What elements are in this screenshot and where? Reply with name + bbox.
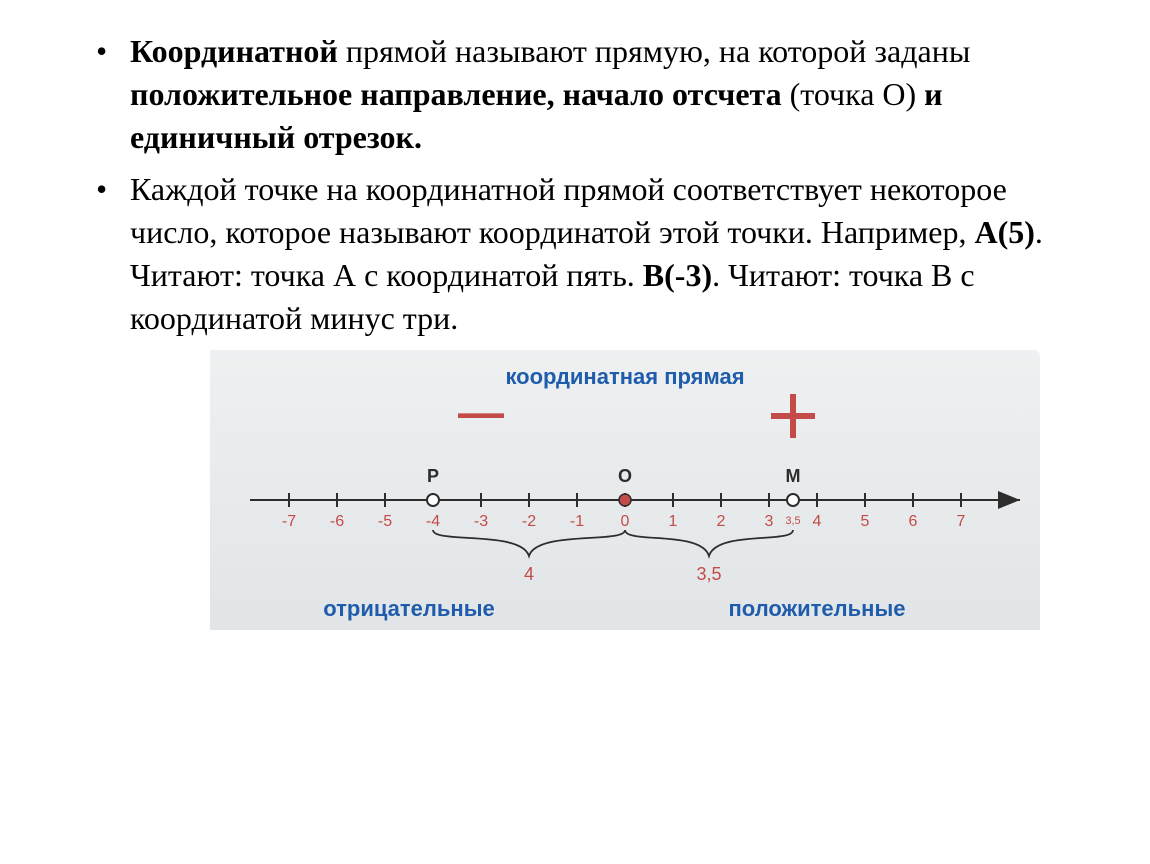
text-bold: В(-3) <box>643 257 712 293</box>
tick-label: 7 <box>957 513 966 530</box>
label-negative: отрицательные <box>323 596 494 621</box>
label-p: P <box>427 466 439 486</box>
label-positive: положительные <box>729 596 906 621</box>
tick-label: -2 <box>522 513 536 530</box>
tick-label: -3 <box>474 513 488 530</box>
label-m: M <box>786 466 801 486</box>
number-line-diagram: координатная прямая— -7 -6 -5 -4 -3 -2 -1 0 1 2 3 4 5… <box>210 350 1040 630</box>
tick-label: 6 <box>909 513 918 530</box>
tick-label-small: 3,5 <box>785 515 800 527</box>
tick-label: 3 <box>765 513 774 530</box>
page: Координатной прямой называют прямую, на … <box>0 0 1150 630</box>
tick-label: -1 <box>570 513 584 530</box>
number-line-svg: координатная прямая— -7 -6 -5 -4 -3 -2 -1 0 1 2 3 4 5… <box>210 350 1040 630</box>
tick-label: -4 <box>426 513 440 530</box>
text-bold: А(5) <box>974 214 1034 250</box>
bullet-list: Координатной прямой называют прямую, на … <box>90 30 1080 340</box>
tick-label: -6 <box>330 513 344 530</box>
diagram-title: координатная прямая <box>505 364 744 389</box>
brace-right <box>625 530 793 556</box>
tick-label: 5 <box>861 513 870 530</box>
point-p <box>427 494 439 506</box>
text: прямой называют прямую, на которой задан… <box>338 33 971 69</box>
tick-label: 2 <box>717 513 726 530</box>
brace-left <box>433 530 625 556</box>
bullet-2: Каждой точке на координатной прямой соот… <box>90 168 1080 341</box>
tick-label: -5 <box>378 513 392 530</box>
label-o: O <box>618 466 632 486</box>
tick-label: -7 <box>282 513 296 530</box>
brace-right-label: 3,5 <box>696 564 721 584</box>
minus-icon: — <box>458 386 504 438</box>
bullet-1: Координатной прямой называют прямую, на … <box>90 30 1080 160</box>
tick-label: 4 <box>813 513 822 530</box>
brace-left-label: 4 <box>524 564 534 584</box>
tick-label: 0 <box>621 513 630 530</box>
tick-label: 1 <box>669 513 678 530</box>
text-bold: положительное направление, начало отсчет… <box>130 76 782 112</box>
text-bold: Координатной <box>130 33 338 69</box>
text: Каждой точке на координатной прямой соот… <box>130 171 1007 250</box>
point-m <box>787 494 799 506</box>
axis-arrow-icon <box>998 491 1020 509</box>
text: (точка О) <box>782 76 925 112</box>
point-o <box>619 494 631 506</box>
